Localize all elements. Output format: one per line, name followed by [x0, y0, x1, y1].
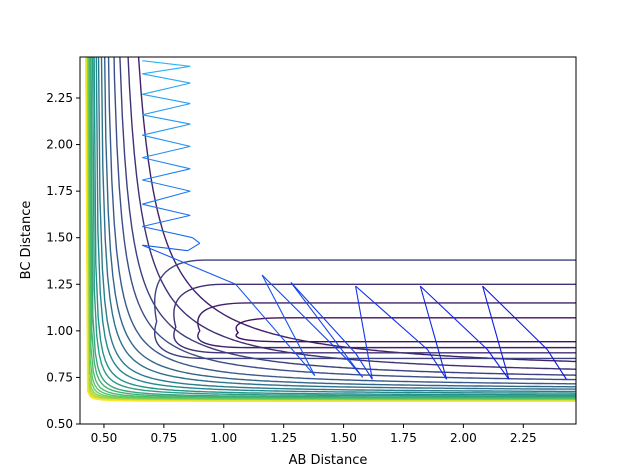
contour-line [127, 57, 576, 370]
contour-line [137, 57, 576, 363]
trajectory-segment [142, 203, 191, 216]
y-tick-label: 1.75 [46, 184, 73, 198]
trajectory-segment [261, 274, 316, 376]
trajectory-segment [546, 349, 567, 380]
trajectory-segment [142, 214, 191, 228]
plot-frame [79, 56, 577, 425]
y-axis: 0.50 0.75 1.00 1.25 1.50 1.75 2.00 2.25 [46, 91, 80, 431]
trajectory-segment [142, 65, 191, 75]
contour-line [100, 57, 576, 390]
contour-line [113, 57, 576, 381]
trajectory-segment [192, 237, 201, 244]
contour-line [235, 317, 576, 343]
contour-line [91, 57, 576, 397]
y-tick-label: 0.50 [46, 417, 73, 431]
plot-background [80, 57, 576, 424]
contour-line [197, 302, 576, 349]
trajectory-segment [142, 244, 236, 285]
x-tick-label: 1.75 [390, 431, 417, 445]
trajectory-segment [142, 60, 191, 67]
trajectory-segment [142, 157, 191, 170]
x-tick-label: 1.50 [330, 431, 357, 445]
trajectory-segment [142, 145, 191, 159]
trajectory-segment [290, 282, 364, 378]
trajectory-segment [142, 190, 191, 205]
x-tick-label: 0.50 [91, 431, 118, 445]
trajectory-segment [187, 242, 201, 252]
contour-lines [85, 57, 576, 402]
x-tick-label: 2.25 [510, 431, 537, 445]
y-axis-label: BC Distance [19, 201, 34, 280]
trajectory-series [142, 60, 567, 380]
trajectory-segment [142, 82, 191, 95]
trajectory-segment [142, 225, 193, 239]
trajectory-segment [142, 123, 191, 136]
y-tick-label: 1.50 [46, 231, 73, 245]
trajectory-segment [355, 352, 373, 380]
trajectory-segment [235, 283, 316, 376]
y-tick-label: 1.00 [46, 324, 73, 338]
trajectory-segment [426, 349, 448, 380]
trajectory-segment [142, 93, 191, 105]
contour-line [85, 57, 576, 402]
trajectory-segment [142, 134, 191, 147]
contour-line [173, 283, 576, 354]
y-tick-label: 2.00 [46, 138, 73, 152]
trajectory-segment [261, 274, 349, 362]
trajectory-segment [355, 285, 428, 350]
y-tick-label: 0.75 [46, 370, 73, 384]
y-tick-label: 2.25 [46, 91, 73, 105]
trajectory-segment [355, 286, 373, 380]
x-axis: 0.50 0.75 1.00 1.25 1.50 1.75 2.00 2.25 [91, 424, 537, 445]
trajectory-segment [142, 168, 191, 181]
trajectory-segment [142, 103, 191, 116]
trajectory-segment [290, 282, 357, 354]
contour-line [97, 57, 576, 393]
trajectory-segment [142, 244, 188, 252]
trajectory-segment [142, 114, 191, 125]
contour-line [93, 57, 576, 396]
contour-line [95, 57, 576, 394]
trajectory-segment [482, 285, 510, 380]
contour-line [107, 57, 576, 385]
x-tick-label: 1.00 [210, 431, 237, 445]
trajectory-segment [419, 285, 488, 350]
contour-line [103, 57, 576, 388]
trajectory-segment [486, 349, 510, 380]
y-tick-label: 1.25 [46, 277, 73, 291]
trajectory-segment [482, 285, 548, 350]
trajectory-segment [419, 285, 448, 380]
x-tick-label: 2.00 [450, 431, 477, 445]
x-axis-label: AB Distance [289, 453, 368, 468]
contour-line [153, 259, 576, 360]
x-tick-label: 0.75 [151, 431, 178, 445]
trajectory-segment [142, 73, 191, 84]
x-tick-label: 1.25 [270, 431, 297, 445]
contour-line [90, 57, 576, 398]
trajectory-segment [142, 179, 191, 192]
